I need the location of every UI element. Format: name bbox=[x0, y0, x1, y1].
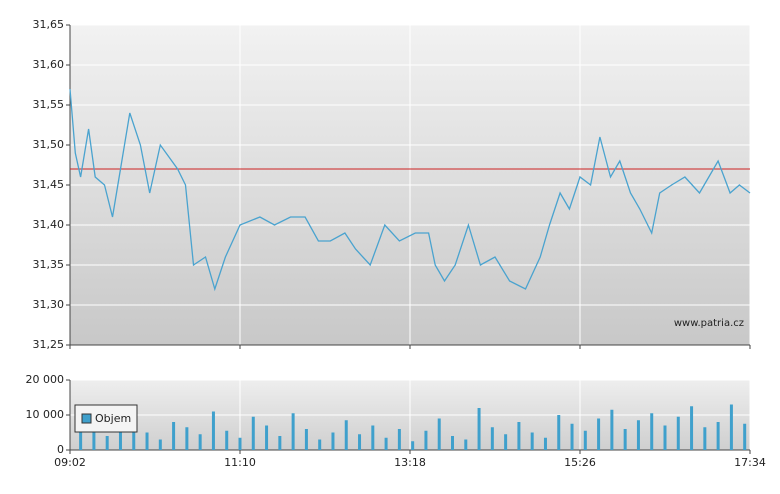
volume-bar bbox=[437, 418, 441, 450]
volume-bar bbox=[543, 437, 547, 450]
volume-bar bbox=[650, 413, 654, 450]
volume-bar bbox=[265, 425, 269, 450]
volume-bar bbox=[597, 418, 601, 450]
y-tick-label: 31,25 bbox=[33, 338, 65, 351]
x-tick-label: 15:26 bbox=[564, 456, 596, 469]
volume-bar bbox=[716, 422, 720, 450]
x-tick-label: 13:18 bbox=[394, 456, 426, 469]
volume-bar bbox=[278, 436, 282, 450]
y-tick-label: 31,50 bbox=[33, 138, 65, 151]
volume-bar bbox=[477, 408, 481, 450]
volume-bar bbox=[118, 423, 122, 450]
volume-bar bbox=[411, 441, 415, 450]
volume-bar bbox=[172, 422, 176, 450]
volume-bar bbox=[490, 427, 494, 450]
volume-bar bbox=[583, 430, 587, 450]
x-tick-label: 11:10 bbox=[224, 456, 256, 469]
y-tick-label: 31,65 bbox=[33, 18, 65, 31]
volume-bar bbox=[145, 432, 149, 450]
watermark: www.patria.cz bbox=[674, 318, 744, 329]
volume-bar bbox=[105, 436, 109, 450]
y-tick-label: 31,45 bbox=[33, 178, 65, 191]
volume-bar bbox=[703, 427, 707, 450]
volume-bar bbox=[397, 429, 401, 450]
y-tick-label: 20 000 bbox=[26, 373, 65, 386]
volume-bar bbox=[570, 423, 574, 450]
volume-bar bbox=[743, 423, 747, 450]
volume-bar bbox=[211, 411, 215, 450]
volume-bar bbox=[557, 415, 561, 450]
volume-bar bbox=[291, 413, 295, 450]
volume-bar bbox=[358, 434, 362, 450]
volume-bar bbox=[251, 416, 255, 450]
volume-bar bbox=[663, 425, 667, 450]
x-tick-label: 17:34 bbox=[734, 456, 766, 469]
volume-bar bbox=[344, 420, 348, 450]
volume-bar bbox=[464, 439, 468, 450]
legend-label: Objem bbox=[95, 412, 131, 425]
volume-bar bbox=[92, 429, 96, 450]
price-line bbox=[69, 88, 751, 292]
y-tick-label: 31,30 bbox=[33, 298, 65, 311]
volume-bar bbox=[185, 427, 189, 450]
y-tick-label: 31,60 bbox=[33, 58, 65, 71]
legend-box bbox=[74, 404, 138, 433]
volume-bar bbox=[198, 434, 202, 450]
y-tick-label: 10 000 bbox=[26, 408, 65, 421]
volume-bar bbox=[504, 434, 508, 450]
volume-bar bbox=[517, 422, 521, 450]
x-tick-label: 09:02 bbox=[54, 456, 86, 469]
legend-swatch bbox=[81, 413, 92, 424]
volume-bar bbox=[79, 418, 83, 450]
volume-bar bbox=[690, 406, 694, 450]
volume-bar bbox=[304, 429, 308, 450]
y-tick-label: 31,55 bbox=[33, 98, 65, 111]
volume-bar bbox=[238, 437, 242, 450]
volume-bar bbox=[318, 439, 322, 450]
volume-bar bbox=[729, 404, 733, 450]
volume-bar bbox=[623, 429, 627, 450]
y-tick-label: 31,40 bbox=[33, 218, 65, 231]
volume-bar bbox=[158, 439, 162, 450]
volume-bar bbox=[610, 409, 614, 450]
volume-bar bbox=[331, 432, 335, 450]
y-tick-label: 31,35 bbox=[33, 258, 65, 271]
volume-bar bbox=[676, 416, 680, 450]
volume-bar bbox=[384, 437, 388, 450]
volume-bar bbox=[530, 432, 534, 450]
volume-bar bbox=[636, 420, 640, 450]
volume-bar bbox=[451, 436, 454, 450]
volume-bar bbox=[424, 430, 428, 450]
volume-bar bbox=[225, 430, 229, 450]
y-tick-label: 0 bbox=[57, 443, 64, 456]
volume-bar bbox=[371, 425, 375, 450]
